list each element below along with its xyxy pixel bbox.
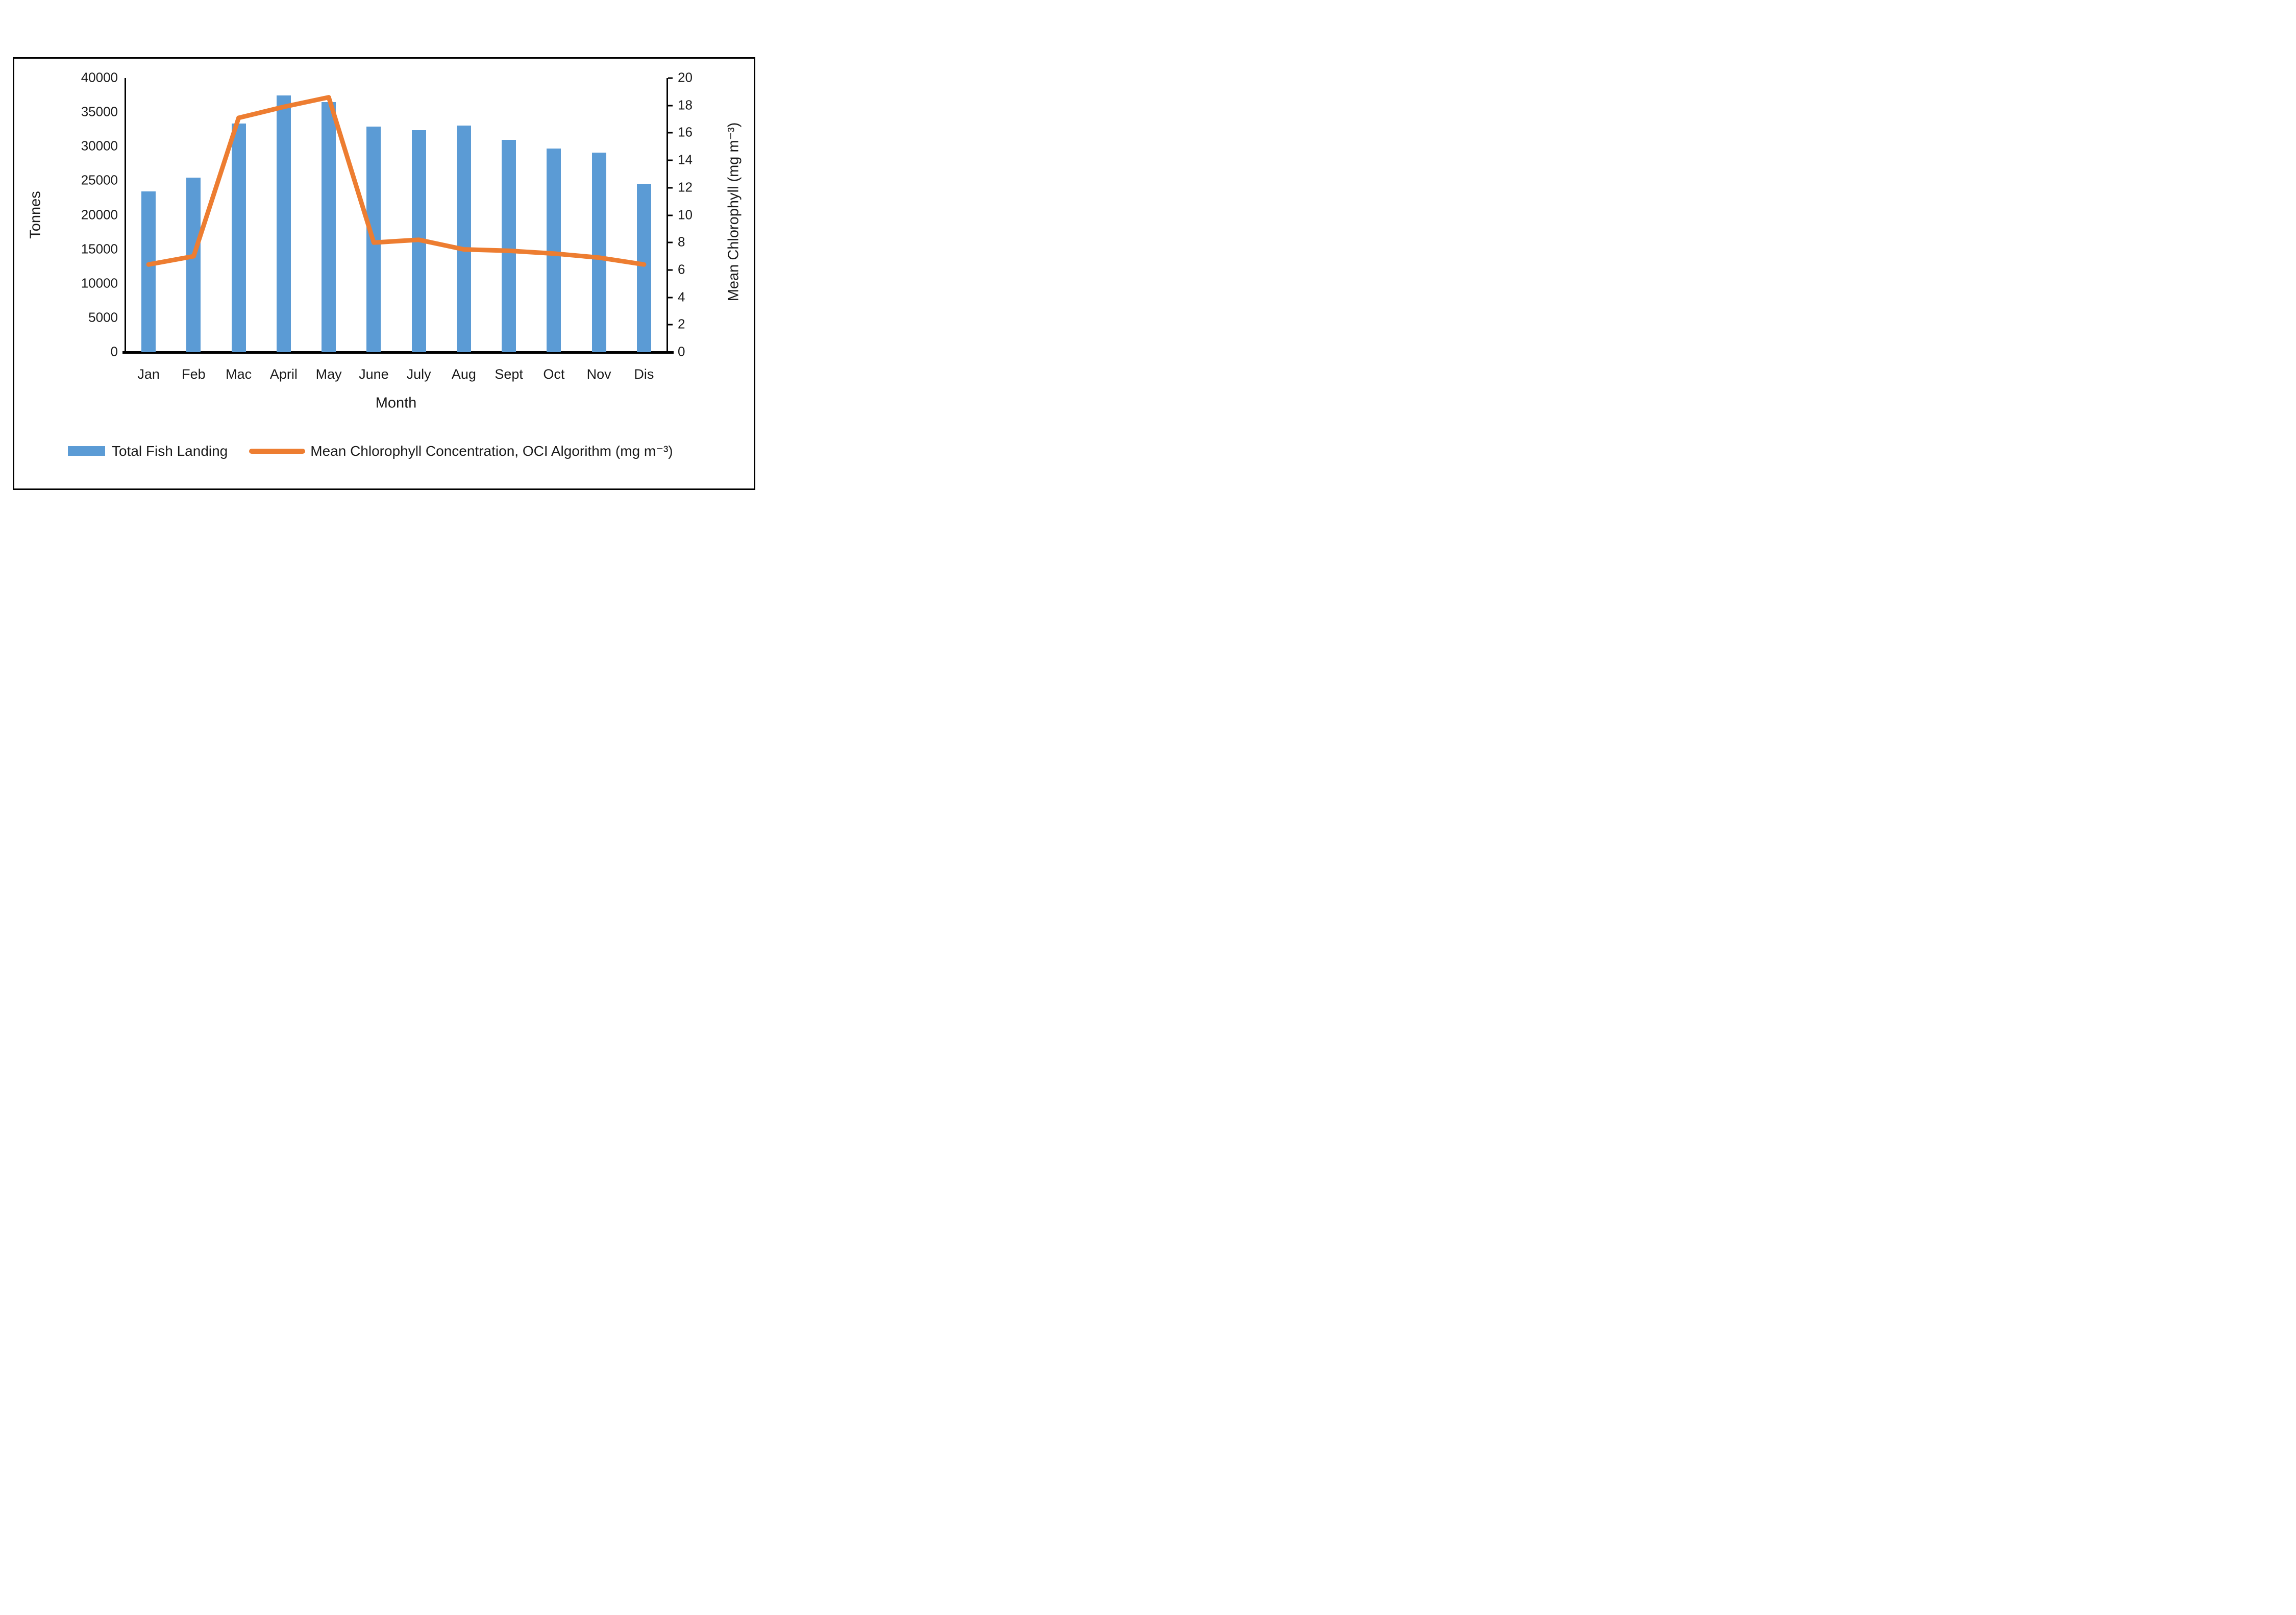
legend-label-fish-landing: Total Fish Landing — [112, 443, 228, 459]
right-tick-mark-8 — [668, 241, 673, 243]
right-tick-0: 0 — [678, 344, 685, 359]
left-tick-40000: 40000 — [81, 69, 118, 85]
right-tick-18: 18 — [678, 96, 693, 112]
bar-mac — [231, 123, 246, 352]
right-tick-mark-20 — [668, 77, 673, 79]
x-tick-nov: Nov — [586, 366, 611, 382]
right-axis-line — [666, 78, 668, 354]
chart-frame: 40000 35000 30000 25000 20000 15000 10000 5000 0… — [13, 57, 755, 490]
x-tick-sept: Sept — [495, 366, 523, 382]
right-tick-mark-10 — [668, 214, 673, 216]
x-axis-title: Month — [375, 395, 417, 411]
right-tick-10: 10 — [678, 206, 693, 222]
line-series — [146, 95, 647, 267]
x-tick-may: May — [315, 366, 342, 382]
right-tick-20: 20 — [678, 69, 693, 85]
left-tick-30000: 30000 — [81, 138, 118, 154]
right-tick-2: 2 — [678, 316, 685, 332]
right-tick-mark-12 — [668, 187, 673, 189]
right-tick-mark-2 — [668, 324, 673, 326]
chlorophyll-line — [146, 95, 647, 267]
x-tick-april: April — [269, 366, 298, 382]
right-tick-mark-14 — [668, 159, 673, 161]
right-tick-14: 14 — [678, 152, 693, 167]
right-tick-mark-6 — [668, 269, 673, 271]
left-tick-35000: 35000 — [81, 104, 118, 119]
legend-item-fish-landing: Total Fish Landing — [68, 443, 228, 459]
left-tick-20000: 20000 — [81, 206, 118, 222]
right-tick-16: 16 — [678, 124, 693, 140]
line-series-swatch-icon — [249, 448, 306, 454]
x-tick-july: July — [406, 366, 431, 382]
bar-series-swatch-icon — [68, 446, 105, 456]
left-axis-line — [125, 78, 126, 354]
x-tick-june: June — [359, 366, 389, 382]
x-tick-mac: Mac — [226, 366, 252, 382]
right-tick-12: 12 — [678, 179, 693, 195]
x-tick-oct: Oct — [543, 366, 565, 382]
plot-area — [126, 78, 666, 352]
bar-jan — [141, 191, 156, 352]
bar-oct — [547, 149, 561, 352]
bar-nov — [591, 153, 606, 352]
x-tick-jan: Jan — [137, 366, 160, 382]
right-tick-mark-18 — [668, 105, 673, 107]
bar-may — [322, 102, 336, 352]
left-axis-title: Tonnes — [27, 191, 44, 239]
x-tick-aug: Aug — [451, 366, 476, 382]
left-tick-10000: 10000 — [81, 275, 118, 291]
right-tick-6: 6 — [678, 261, 685, 277]
x-tick-dis: Dis — [634, 366, 654, 382]
x-axis-baseline — [122, 351, 674, 354]
x-tick-feb: Feb — [182, 366, 206, 382]
bar-aug — [456, 125, 471, 352]
legend-item-chlorophyll: Mean Chlorophyll Concentration, OCI Algo… — [249, 443, 673, 459]
left-tick-5000: 5000 — [88, 309, 118, 325]
right-tick-4: 4 — [678, 288, 685, 304]
bar-dis — [636, 183, 651, 352]
left-tick-25000: 25000 — [81, 172, 118, 188]
bar-feb — [186, 177, 201, 352]
left-tick-15000: 15000 — [81, 240, 118, 256]
right-tick-8: 8 — [678, 234, 685, 250]
bar-april — [276, 95, 291, 352]
right-tick-mark-4 — [668, 297, 673, 299]
right-tick-mark-0 — [668, 351, 673, 353]
right-tick-mark-16 — [668, 132, 673, 134]
right-axis-title: Mean Chlorophyll (mg m⁻³) — [725, 122, 742, 302]
legend-label-chlorophyll: Mean Chlorophyll Concentration, OCI Algo… — [310, 443, 673, 459]
bar-sept — [502, 139, 516, 352]
left-tick-0: 0 — [110, 344, 118, 359]
legend: Total Fish Landing Mean Chlorophyll Conc… — [68, 443, 673, 459]
